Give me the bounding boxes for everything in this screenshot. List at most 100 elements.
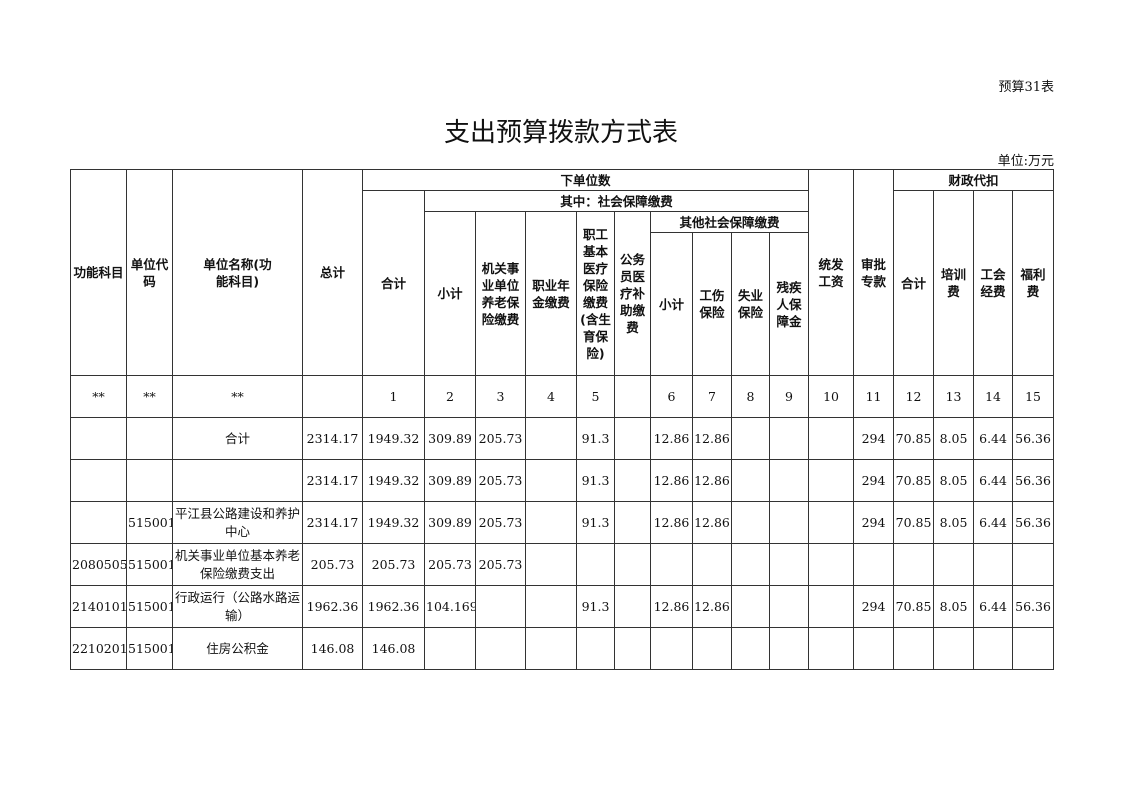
table-cell: [973, 627, 1014, 670]
header-medical: 职工基本医疗保险缴费(含生育保险): [576, 211, 615, 376]
table-cell: 294: [853, 501, 895, 544]
table-cell: 13: [933, 375, 975, 418]
header-pension: 机关事业单位养老保险缴费: [475, 211, 526, 376]
table-cell: [853, 543, 895, 586]
table-cell: 205.73: [475, 501, 526, 544]
table-cell: 91.3: [576, 459, 615, 502]
table-cell: 6.44: [973, 501, 1014, 544]
table-cell: [126, 459, 173, 502]
table-cell: 12.86: [692, 585, 732, 628]
table-cell: 294: [853, 417, 895, 460]
table-cell: [614, 501, 651, 544]
table-cell: 56.36: [1012, 501, 1055, 544]
table-cell: 146.08: [302, 627, 363, 670]
header-name: 单位名称(功能科目): [172, 169, 303, 376]
table-cell: 8.05: [933, 459, 975, 502]
table-cell: 309.89: [424, 417, 476, 460]
table-cell: 12.86: [650, 585, 693, 628]
table-cell: 205.73: [475, 417, 526, 460]
budget-table: 功能科目 单位代码 单位名称(功能科目) 总计 下单位数 统发工资 审批专款 财…: [70, 169, 1055, 670]
header-lower-sum: 合计: [362, 190, 425, 376]
table-row: 合计 2314.17 1949.32 309.89 205.73 91.3 12.86 12.…: [70, 417, 1055, 460]
table-cell: 56.36: [1012, 417, 1055, 460]
cell-unit-name: 住房公积金: [172, 627, 303, 670]
table-cell: [70, 501, 127, 544]
table-cell: 91.3: [576, 417, 615, 460]
table-cell: 11: [853, 375, 895, 418]
cell-unit-name: 机关事业单位基本养老保险缴费支出: [172, 543, 303, 586]
header-other: 其他社会保障缴费: [649, 211, 810, 233]
header-social: 其中：社会保障缴费: [423, 190, 810, 212]
header-other-subtotal: 小计: [650, 232, 693, 376]
table-cell: 515001: [126, 543, 173, 586]
header-disability: 残疾人保障金: [768, 232, 810, 376]
table-row: 2314.17 1949.32 309.89 205.73 91.3 12.86 12.86…: [70, 459, 1055, 502]
header-injury: 工伤保险: [692, 232, 732, 376]
table-cell: 8.05: [933, 585, 975, 628]
table-cell: 309.89: [424, 501, 476, 544]
table-cell: 70.85: [893, 501, 935, 544]
table-cell: 2: [424, 375, 476, 418]
table-cell: 2140101: [70, 585, 127, 628]
table-cell: 2210201: [70, 627, 127, 670]
table-cell: 1949.32: [362, 501, 425, 544]
table-cell: [70, 459, 127, 502]
table-cell: 1949.32: [362, 459, 425, 502]
index-row: ** ** ** 1 2 3 4 5 6 7 8 9 10 11 12 13 14 15: [70, 375, 1055, 418]
table-cell: 8.05: [933, 417, 975, 460]
table-cell: 70.85: [893, 417, 935, 460]
table-cell: 515001: [126, 585, 173, 628]
table-cell: [475, 627, 526, 670]
unit-label: 单位:万元: [997, 154, 1054, 169]
table-cell: [731, 543, 770, 586]
table-cell: [731, 501, 770, 544]
header-union: 工会经费: [973, 190, 1014, 376]
table-cell: 2080505: [70, 543, 127, 586]
table-row: 2080505 515001 机关事业单位基本养老保险缴费支出 205.73 205.7…: [70, 543, 1055, 586]
table-cell: [525, 585, 577, 628]
table-cell: [808, 585, 855, 628]
header-welfare: 福利费: [1012, 190, 1055, 376]
table-cell: 2314.17: [302, 501, 363, 544]
table-row: 2140101 515001 行政运行（公路水路运输） 1962.36 1962.36 1…: [70, 585, 1055, 628]
table-cell: 91.3: [576, 501, 615, 544]
table-cell: 515001: [126, 501, 173, 544]
table-cell: 9: [768, 375, 810, 418]
table-cell: [126, 417, 173, 460]
table-cell: [808, 417, 855, 460]
table-row: 2210201 515001 住房公积金 146.08 146.08: [70, 627, 1055, 670]
table-cell: [973, 543, 1014, 586]
cell-unit-name: **: [172, 375, 303, 418]
table-cell: 12.86: [650, 417, 693, 460]
table-cell: 1962.36: [302, 585, 363, 628]
table-cell: [1012, 627, 1055, 670]
cell-unit-name: [172, 459, 303, 502]
table-cell: [808, 501, 855, 544]
table-cell: [933, 543, 975, 586]
table-cell: [853, 627, 895, 670]
table-cell: [692, 627, 732, 670]
header-special: 审批专款: [853, 169, 895, 376]
table-cell: [614, 585, 651, 628]
table-cell: 15: [1012, 375, 1055, 418]
table-cell: 70.85: [893, 585, 935, 628]
table-cell: 6.44: [973, 585, 1014, 628]
table-cell: 12.86: [650, 501, 693, 544]
table-number: 预算31表: [998, 80, 1054, 95]
table-cell: 12.86: [692, 417, 732, 460]
header-salary: 统发工资: [808, 169, 855, 376]
table-cell: 205.73: [362, 543, 425, 586]
table-cell: 3: [475, 375, 526, 418]
table-cell: 205.73: [475, 543, 526, 586]
table-cell: [731, 627, 770, 670]
header-code: 单位代码: [126, 169, 173, 376]
header-annuity: 职业年金缴费: [525, 211, 577, 376]
table-cell: 2314.17: [302, 459, 363, 502]
table-cell: [475, 585, 526, 628]
table-cell: [525, 627, 577, 670]
table-cell: [614, 543, 651, 586]
table-cell: [525, 459, 577, 502]
table-cell: 14: [973, 375, 1014, 418]
header-deduct: 财政代扣: [893, 169, 1055, 191]
table-cell: 104.169: [424, 585, 476, 628]
